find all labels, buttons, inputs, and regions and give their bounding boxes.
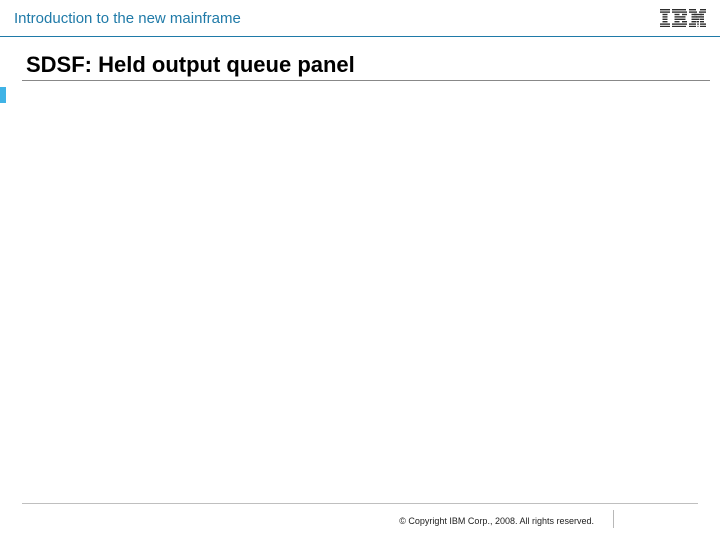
title-underline — [22, 80, 710, 81]
footer-rule — [22, 503, 698, 504]
footer-divider — [613, 510, 614, 528]
ibm-logo-svg — [660, 9, 706, 27]
header-bar: Introduction to the new mainframe — [0, 0, 720, 36]
slide: Introduction to the new mainframe — [0, 0, 720, 540]
accent-block — [0, 87, 6, 103]
page-title: SDSF: Held output queue panel — [26, 52, 355, 78]
header-title: Introduction to the new mainframe — [14, 10, 241, 27]
footer-copyright: © Copyright IBM Corp., 2008. All rights … — [399, 516, 594, 526]
ibm-logo-icon — [660, 10, 706, 26]
header-rule — [0, 36, 720, 37]
